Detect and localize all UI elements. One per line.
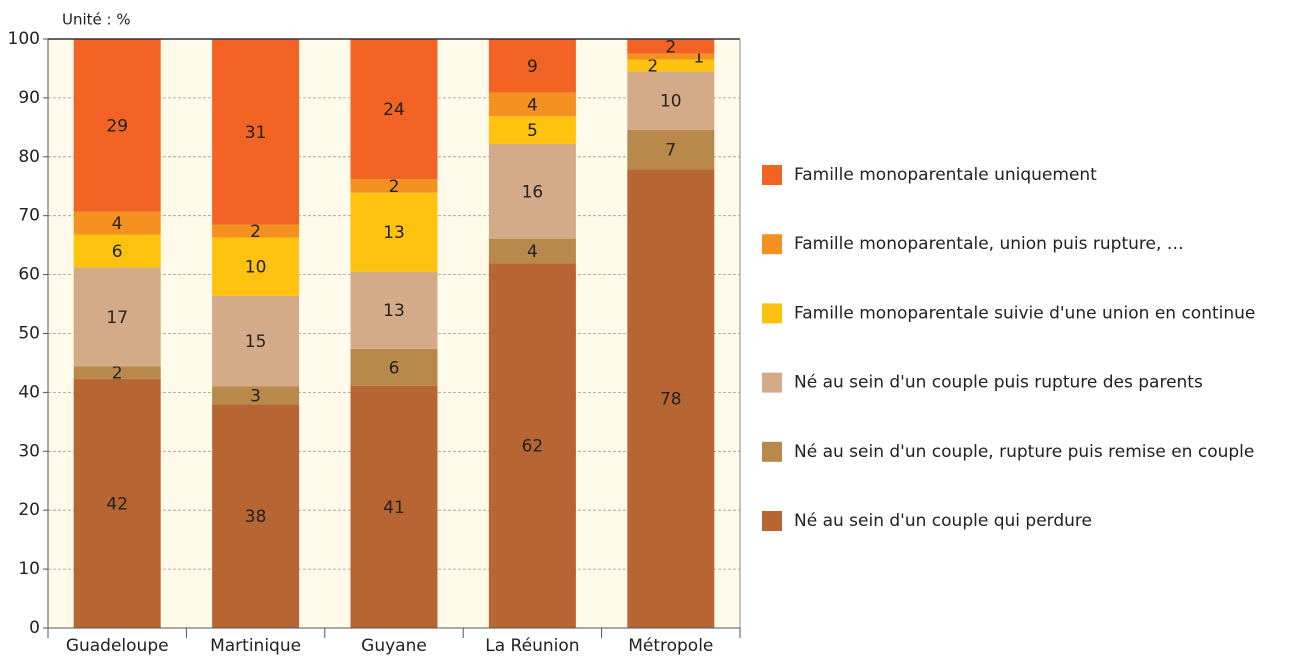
legend-swatch [762,234,782,255]
y-tick-label: 40 [18,382,40,402]
data-label: 24 [383,100,405,120]
unit-label: Unité : % [62,11,131,29]
data-label: 2 [250,222,261,242]
bar-segment [627,71,715,130]
data-label: 7 [665,140,676,160]
data-label: 41 [383,498,405,518]
legend-label: Né au sein d'un couple, rupture puis rem… [794,442,1254,462]
y-tick-label: 80 [18,147,40,167]
legend-swatch [762,165,782,185]
bar-segment [212,295,300,387]
data-label: 15 [245,332,267,352]
legend-label: Famille monoparentale, union puis ruptur… [794,234,1184,254]
data-label: 42 [106,494,128,514]
bar-segment [627,53,715,60]
legend-swatch [762,511,782,531]
data-label: 4 [527,242,538,262]
bar-segment [350,39,438,180]
bar-segment [73,39,161,212]
y-tick-label: 60 [18,265,40,285]
y-tick-label: 0 [29,618,40,638]
bar-segment [627,59,715,72]
data-label: 10 [245,258,267,278]
legend-swatch [762,441,782,462]
x-tick-label: Guadeloupe [66,636,169,656]
data-label: 10 [660,92,682,112]
data-label: 5 [527,121,538,141]
legend-label: Famille monoparentale suivie d'une union… [794,303,1255,323]
data-label: 17 [106,308,128,328]
data-label: 13 [383,223,405,243]
bar-segment [73,378,161,628]
bar-segment [212,404,300,628]
y-tick-label: 100 [8,29,40,49]
bar-segment [350,385,438,628]
data-label: 78 [660,390,682,410]
bar-segment [350,192,438,272]
data-label: 4 [112,214,123,234]
bar-segment [627,169,715,628]
x-tick-label: Métropole [628,636,713,656]
y-tick-label: 70 [18,206,40,226]
bar-segment [488,143,576,239]
bar-segment [350,179,438,193]
data-label: 16 [522,182,544,202]
data-label: 1 [693,48,704,68]
bar-segment [212,39,300,225]
data-label: 2 [112,364,123,384]
data-label: 4 [527,95,538,115]
data-label: 62 [522,437,544,457]
legend-swatch [762,372,782,393]
bar-segment [350,348,438,386]
y-tick-label: 10 [18,559,40,579]
bar-segment [350,271,438,349]
x-tick-label: La Réunion [485,636,579,656]
bar-segment [488,92,576,117]
data-label: 38 [245,507,267,527]
bar-segment [488,263,576,628]
data-label: 2 [665,38,676,58]
legend-label: Famille monoparentale uniquement [794,165,1097,185]
bar-segment [488,116,576,144]
data-label: 31 [245,123,267,143]
bar-segment [212,224,300,238]
data-label: 13 [383,301,405,321]
y-tick-label: 30 [18,441,40,461]
bar-segment [627,129,715,170]
bar-segment [212,237,300,296]
bar-segment [73,366,161,379]
x-tick-label: Martinique [210,636,301,656]
data-label: 9 [527,57,538,77]
bar-segment [627,39,715,54]
bar-segment [73,267,161,367]
legend-swatch [762,303,782,324]
data-label: 6 [389,358,400,378]
bar-segment [73,211,161,235]
legend-label: Né au sein d'un couple qui perdure [794,511,1092,531]
data-label: 3 [250,386,261,406]
y-tick-label: 90 [18,88,40,108]
data-label: 2 [647,57,658,77]
data-label: 29 [106,116,128,136]
y-tick-label: 50 [18,324,40,344]
legend-label: Né au sein d'un couple puis rupture des … [794,373,1203,393]
bar-segment [212,386,300,405]
bar-segment [73,234,161,268]
data-label: 2 [389,177,400,197]
data-label: 6 [112,242,123,262]
x-tick-label: Guyane [361,636,427,656]
bar-segment [488,238,576,264]
bar-segment [488,39,576,93]
y-tick-label: 20 [18,500,40,520]
